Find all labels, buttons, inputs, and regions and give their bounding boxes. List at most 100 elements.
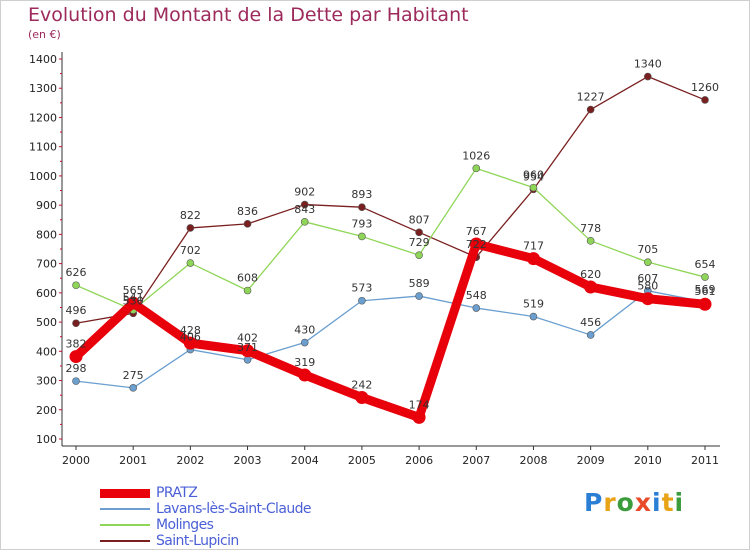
data-label: 298 — [66, 362, 87, 375]
data-point — [701, 96, 709, 104]
data-point — [586, 331, 595, 339]
y-tick-label: 1100 — [29, 141, 57, 154]
data-label: 573 — [351, 282, 372, 295]
proxiti-logo: Proxiti — [584, 488, 684, 517]
data-label: 822 — [180, 209, 201, 222]
data-point — [586, 237, 595, 245]
logo-letter: i — [652, 488, 662, 517]
data-label: 843 — [294, 203, 315, 216]
x-tick-label: 2010 — [634, 454, 662, 467]
data-label: 319 — [294, 356, 315, 369]
data-label: 242 — [351, 378, 372, 391]
data-label: 607 — [637, 272, 658, 285]
data-point — [529, 312, 538, 321]
data-point — [469, 237, 483, 251]
data-point — [358, 203, 366, 211]
data-label: 548 — [466, 289, 487, 302]
y-tick-label: 800 — [36, 228, 57, 241]
data-label: 371 — [237, 341, 258, 354]
logo-letter: P — [584, 488, 604, 517]
data-point — [358, 296, 366, 305]
logo-letter: o — [616, 488, 635, 517]
logo-letter: i — [674, 488, 685, 517]
x-tick-label: 2006 — [405, 454, 433, 467]
data-label: 541 — [123, 291, 144, 304]
data-label: 430 — [294, 324, 315, 337]
y-tick-label: 600 — [36, 287, 57, 300]
legend-swatch-lavans — [100, 508, 150, 510]
data-point — [72, 281, 80, 290]
data-point — [472, 164, 481, 173]
data-label: 626 — [66, 266, 87, 279]
y-tick-label: 500 — [36, 316, 57, 329]
data-point — [586, 105, 595, 114]
data-label: 406 — [180, 331, 201, 344]
data-point — [126, 296, 140, 310]
data-point — [472, 304, 481, 312]
x-tick-label: 2008 — [519, 454, 547, 467]
legend-label: Saint-Lupicin — [156, 533, 239, 549]
series-line-molinges — [75, 167, 706, 311]
data-point — [584, 280, 598, 294]
data-label: 654 — [695, 258, 716, 271]
y-tick-label: 1000 — [29, 170, 57, 183]
data-point — [186, 259, 195, 267]
data-label: 569 — [695, 283, 716, 296]
data-point — [243, 286, 252, 295]
data-label: 620 — [580, 268, 601, 281]
data-label: 1026 — [462, 149, 490, 162]
logo-letter: t — [661, 488, 675, 517]
legend-swatch-saint-lupicin — [100, 540, 150, 542]
data-label: 960 — [523, 169, 544, 182]
data-label: 580 — [637, 280, 658, 293]
y-tick-label: 300 — [36, 375, 57, 388]
y-tick-label: 100 — [36, 433, 57, 446]
data-label: 608 — [237, 272, 258, 285]
y-tick-label: 1200 — [29, 111, 57, 124]
data-label: 275 — [123, 369, 144, 382]
legend-item-pratz: PRATZ — [100, 485, 311, 501]
y-tick-label: 1300 — [29, 82, 57, 95]
data-point — [698, 297, 712, 311]
data-point — [526, 252, 540, 266]
x-tick-label: 2003 — [234, 454, 262, 467]
data-label: 807 — [409, 213, 430, 226]
data-label: 174 — [409, 398, 430, 411]
legend-label: Lavans-lès-Saint-Claude — [156, 501, 312, 517]
legend-swatch-pratz — [100, 488, 150, 498]
data-label: 902 — [294, 186, 315, 199]
data-label: 778 — [580, 222, 601, 235]
data-point — [243, 355, 252, 364]
data-label: 519 — [523, 298, 544, 311]
series-line-lavans-l-s-saint-claude — [75, 290, 706, 389]
legend-label: Molinges — [156, 517, 214, 533]
data-label: 1260 — [691, 81, 719, 94]
data-point — [72, 319, 80, 328]
legend-label: PRATZ — [156, 485, 198, 501]
data-point — [412, 410, 426, 424]
series-line-pratz — [71, 239, 710, 422]
y-tick-label: 900 — [36, 199, 57, 212]
data-label: 530 — [123, 294, 144, 307]
y-tick-label: 700 — [36, 258, 57, 271]
data-point — [298, 368, 312, 382]
data-point — [241, 344, 255, 358]
data-point — [69, 350, 83, 364]
data-label: 561 — [695, 285, 716, 298]
chart-title: Evolution du Montant de la Dette par Hab… — [28, 4, 469, 26]
data-point — [72, 377, 80, 385]
data-label: 893 — [351, 188, 372, 201]
data-point — [243, 220, 252, 228]
data-label: 767 — [466, 225, 487, 238]
data-point — [415, 292, 423, 300]
data-point — [183, 336, 197, 350]
data-label: 402 — [237, 332, 258, 345]
data-label: 702 — [180, 244, 201, 257]
data-label: 496 — [66, 304, 87, 317]
data-label: 1227 — [577, 91, 605, 104]
data-point — [415, 251, 423, 259]
data-label: 729 — [409, 236, 430, 249]
data-point — [529, 183, 538, 192]
data-point — [358, 232, 366, 241]
